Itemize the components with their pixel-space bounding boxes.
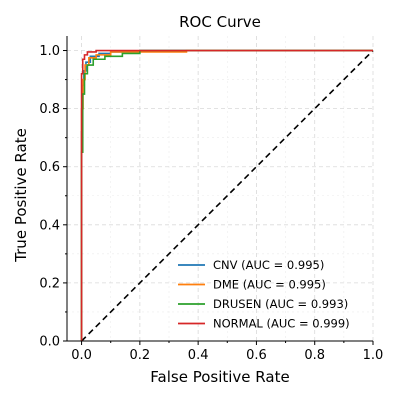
x-tick-label: 0.2 — [130, 348, 151, 363]
diagonal-layer — [81, 49, 374, 342]
y-axis-label: True Positive Rate — [12, 128, 30, 263]
x-tick-label: 1.0 — [363, 348, 384, 363]
x-tick-label: 0.4 — [188, 348, 209, 363]
legend-entry: CNV (AUC = 0.995) — [213, 258, 324, 272]
grid — [67, 36, 374, 342]
x-axis-label: False Positive Rate — [150, 368, 289, 386]
y-tick-label: 0.6 — [39, 160, 60, 175]
legend-entry: DME (AUC = 0.995) — [213, 278, 326, 292]
series-line-drusen — [80, 49, 373, 341]
y-tick-label: 0.2 — [39, 276, 60, 291]
chart-title: ROC Curve — [179, 13, 261, 31]
x-tick-label: 0.8 — [304, 348, 325, 363]
legend: CNV (AUC = 0.995) DME (AUC = 0.995) DRUSEN… — [178, 258, 350, 331]
chance-diagonal-line — [81, 49, 374, 342]
series-line-normal — [80, 49, 373, 341]
legend-entry: NORMAL (AUC = 0.999) — [213, 317, 350, 331]
y-tick-label: 0.4 — [39, 218, 60, 233]
axes: 0.0 0.2 0.4 0.6 0.8 1.0 0.0 0.2 0.4 0.6 0.8 1.0 — [39, 36, 383, 363]
y-tick-label: 1.0 — [39, 44, 60, 59]
legend-entry: DRUSEN (AUC = 0.993) — [213, 297, 348, 311]
y-tick-label: 0.8 — [39, 102, 60, 117]
y-tick-label: 0.0 — [39, 335, 60, 350]
x-tick-label: 0.6 — [246, 348, 267, 363]
series-layer — [80, 49, 373, 341]
x-tick-label: 0.0 — [71, 348, 92, 363]
